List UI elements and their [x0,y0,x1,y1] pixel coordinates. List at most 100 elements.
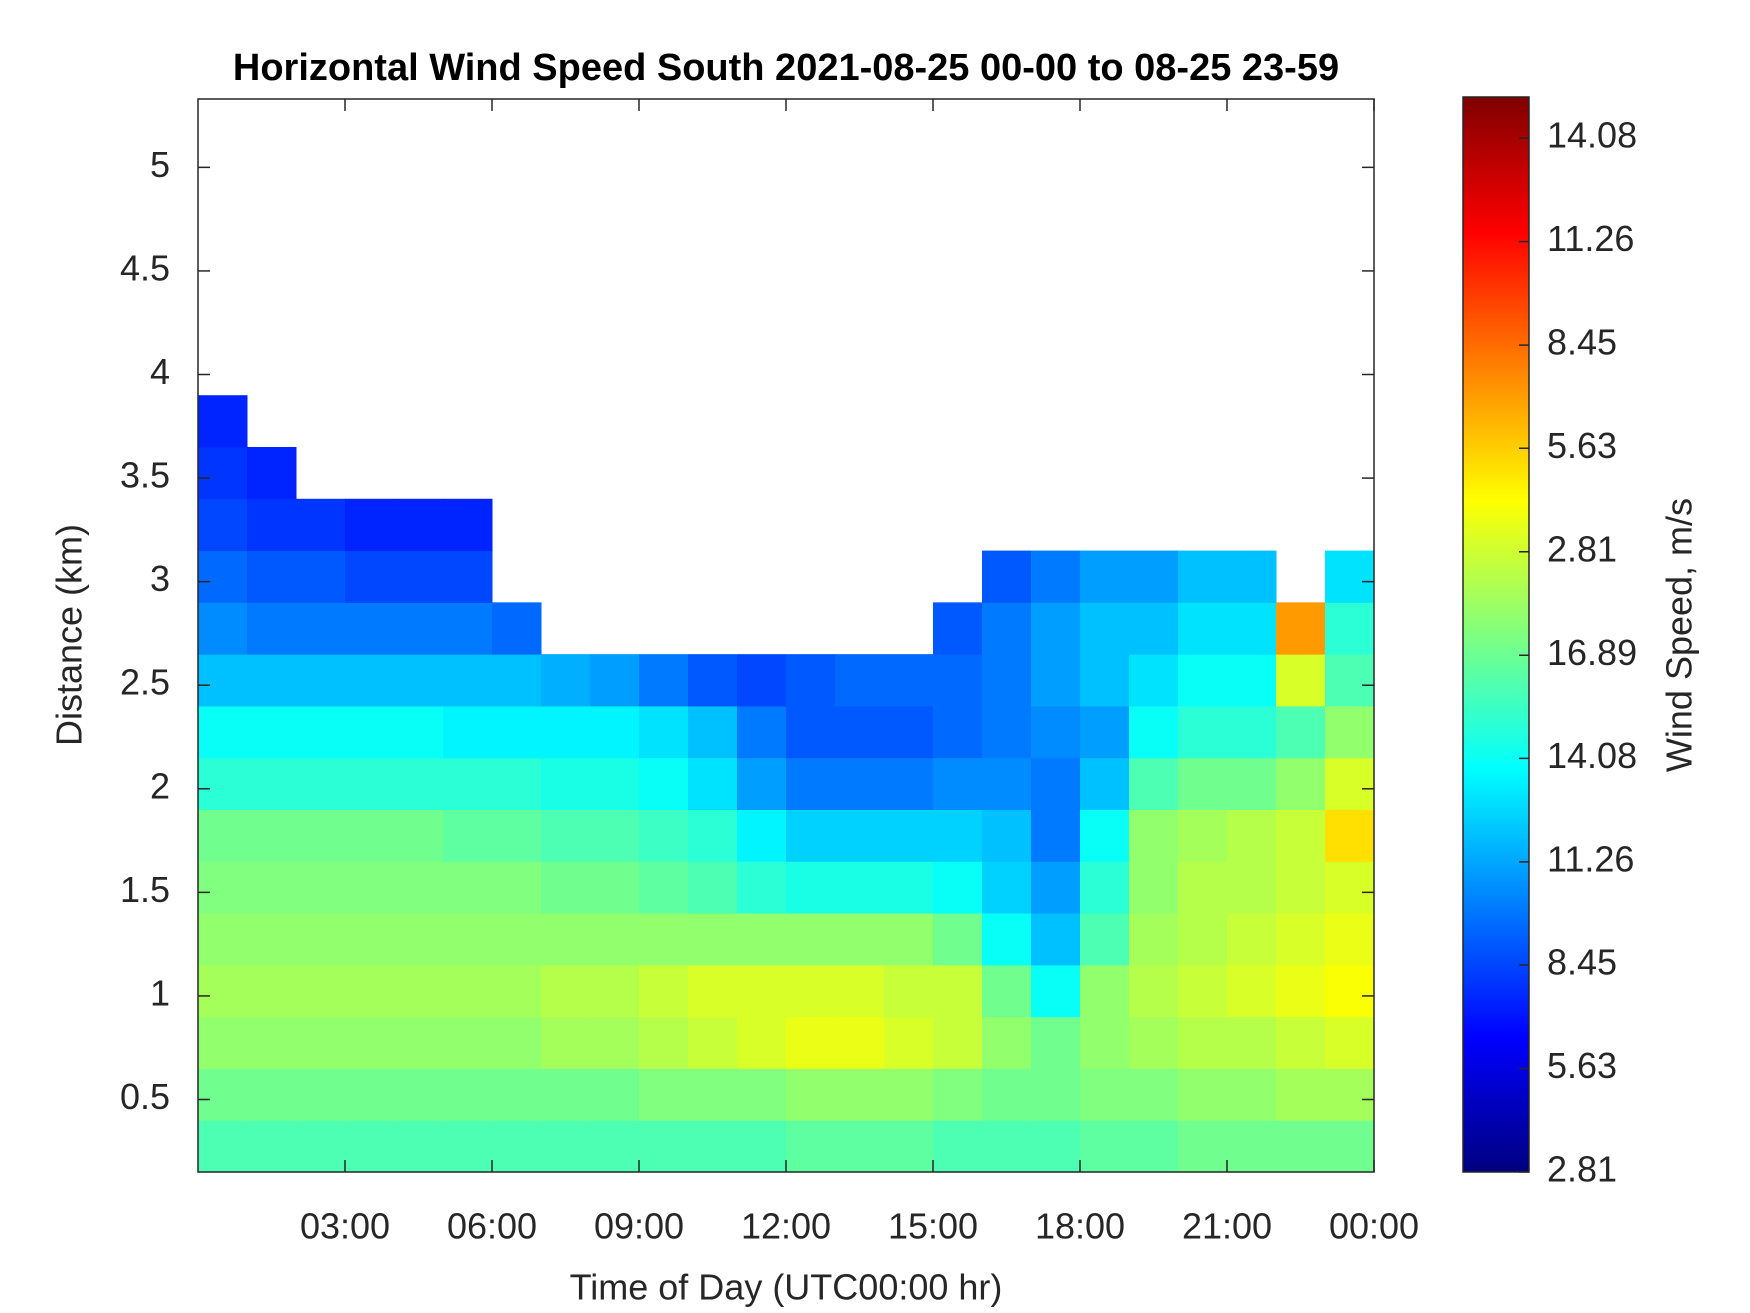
heat-cell [492,1016,542,1069]
heat-cell [1178,602,1228,655]
heat-cell [443,550,493,603]
heat-cell [590,1120,640,1172]
heat-cell [1031,1068,1081,1121]
heat-cell [1178,861,1228,914]
heat-cell [394,809,444,862]
heat-cell [247,550,297,603]
heat-cell [198,447,248,500]
heat-cell [737,964,787,1018]
heat-cell [1276,809,1326,862]
heat-cell [786,654,836,707]
heat-cell [688,913,738,966]
y-tick-label: 4.5 [120,247,170,288]
heat-cell [639,757,689,810]
heat-cell [443,757,493,810]
heat-cell [884,1068,934,1121]
heat-cell [1080,550,1130,603]
heat-cell [345,1068,395,1121]
y-tick-label: 4 [150,351,170,392]
heat-cell [541,1016,591,1069]
heat-cell [884,809,934,862]
colorbar [1462,96,1530,1173]
heat-cell [1031,550,1081,603]
heat-cell [737,654,787,707]
heat-cell [639,1068,689,1121]
heat-cell [198,1016,248,1069]
x-tick-label: 09:00 [594,1206,684,1247]
heat-cell [1080,1068,1130,1121]
heat-cell [1080,705,1130,759]
heat-cell [394,498,444,552]
heat-cell [1325,809,1374,862]
heat-cell [394,550,444,603]
heat-cell [786,1016,836,1069]
heat-cell [247,1068,297,1121]
heat-cell [247,447,297,500]
x-tick-label: 12:00 [741,1206,831,1247]
heat-cell [345,1120,395,1172]
heat-cell [1227,1016,1277,1069]
heat-cell [443,1120,493,1172]
heat-cell [394,705,444,759]
heat-cell [688,1068,738,1121]
heat-cell [492,654,542,707]
heat-cell [541,1068,591,1121]
heat-cell [443,705,493,759]
heat-cell [933,654,983,707]
heat-cell [1227,964,1277,1018]
heat-cell [394,602,444,655]
heat-cell [982,654,1032,707]
colorbar-tick-label: 2.81 [1547,528,1617,569]
heat-cell [443,1068,493,1121]
heat-cell [639,1120,689,1172]
heat-cell [1129,602,1179,655]
heat-cell [492,1068,542,1121]
heat-cell [982,757,1032,810]
heat-cell [835,809,885,862]
heat-cell [1129,861,1179,914]
heat-cell [590,1016,640,1069]
heat-cell [884,757,934,810]
heat-cell [590,654,640,707]
heat-cell [247,654,297,707]
heat-cell [688,861,738,914]
heat-cell [198,705,248,759]
heat-cell [492,602,542,655]
heat-cell [198,1068,248,1121]
heat-cell [835,757,885,810]
heat-cell [933,861,983,914]
colorbar-tick-label: 8.45 [1547,942,1617,983]
heat-cell [345,964,395,1018]
heat-cell [541,757,591,810]
heat-cell [296,809,346,862]
colorbar-tick-label: 2.81 [1547,1149,1617,1190]
heat-cell [1178,1068,1228,1121]
colorbar-tick-label: 11.26 [1547,838,1634,879]
heat-cell [1227,1068,1277,1121]
colorbar-tick-label: 5.63 [1547,425,1617,466]
heat-cell [443,964,493,1018]
heat-cell [492,964,542,1018]
heat-cell [296,861,346,914]
heat-cell [982,1016,1032,1069]
heat-cell [737,705,787,759]
heat-cell [835,1016,885,1069]
heat-cell [835,861,885,914]
y-tick-label: 3.5 [120,455,170,496]
heat-cell [541,654,591,707]
heat-cell [982,861,1032,914]
heat-cell [590,809,640,862]
heat-cell [639,964,689,1018]
colorbar-label: Wind Speed, m/s [1659,498,1700,772]
heat-cell [247,1120,297,1172]
heat-cell [345,913,395,966]
heat-cell [933,602,983,655]
heat-cell [198,757,248,810]
heat-cell [1325,964,1374,1018]
heat-cell [492,705,542,759]
heat-cell [933,809,983,862]
heat-cell [247,498,297,552]
heat-cell [1276,964,1326,1018]
heat-cell [786,861,836,914]
heat-cell [786,757,836,810]
